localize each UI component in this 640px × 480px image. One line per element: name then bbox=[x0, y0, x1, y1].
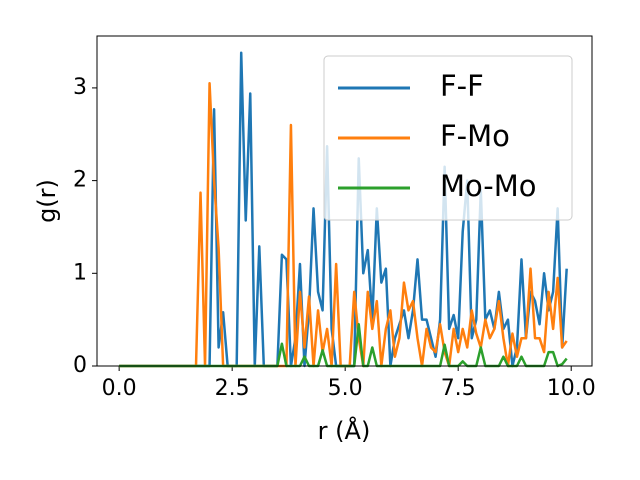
x-axis-label: r (Å) bbox=[318, 416, 371, 445]
legend-label: F-F bbox=[440, 69, 484, 103]
x-tick-label: 5.0 bbox=[328, 376, 363, 401]
x-tick-label: 7.5 bbox=[441, 376, 476, 401]
x-tick-label: 2.5 bbox=[215, 376, 250, 401]
legend-label: F-Mo bbox=[440, 119, 510, 153]
y-tick-label: 0 bbox=[73, 353, 87, 378]
plot-frame bbox=[96, 35, 593, 367]
x-tick-label: 10.0 bbox=[547, 376, 596, 401]
x-tick-label: 0.0 bbox=[102, 376, 137, 401]
legend-box bbox=[323, 55, 573, 221]
series-line bbox=[119, 323, 568, 368]
legend-label: Mo-Mo bbox=[440, 169, 537, 203]
y-tick-label: 2 bbox=[73, 168, 87, 193]
y-axis-label: g(r) bbox=[33, 179, 61, 223]
y-tick-label: 3 bbox=[73, 75, 87, 100]
y-tick-label: 1 bbox=[73, 260, 87, 285]
